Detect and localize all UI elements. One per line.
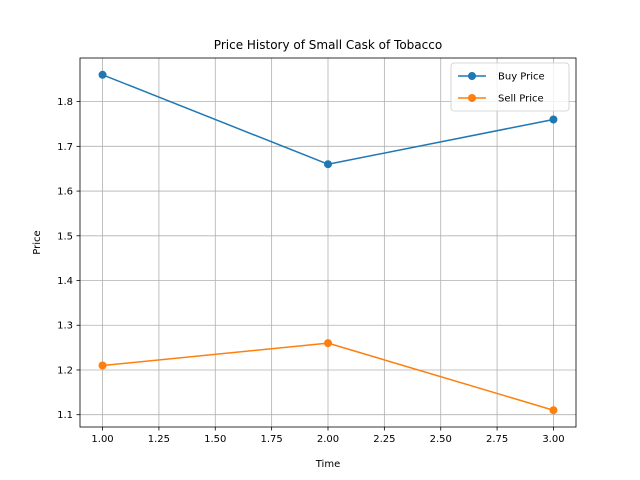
x-tick-label: 1.25 (148, 434, 170, 445)
buy-price-point (549, 115, 558, 124)
y-tick-label: 1.7 (57, 142, 73, 153)
sell-price-series (98, 339, 558, 415)
legend: Buy Price Sell Price (450, 62, 570, 112)
axis-ticks: 1.00 1.25 1.50 1.75 2.00 2.25 2.50 2.75 3.00 1.1 1… (57, 97, 564, 445)
y-tick-label: 1.3 (57, 321, 73, 332)
x-tick-label: 2.50 (430, 434, 452, 445)
legend-label: Buy Price (498, 72, 545, 83)
legend-label: Sell Price (498, 94, 544, 105)
y-axis-label: Price (32, 230, 43, 254)
y-tick-label: 1.5 (57, 231, 73, 242)
x-tick-label: 1.75 (261, 434, 283, 445)
sell-price-point (324, 339, 332, 348)
data-series (98, 70, 558, 415)
legend-marker-swatch (468, 72, 476, 80)
y-tick-label: 1.6 (57, 187, 73, 198)
sell-price-point (98, 361, 107, 370)
sell-price-point (549, 406, 558, 415)
buy-price-series (98, 70, 558, 169)
x-axis-label: Time (315, 459, 340, 470)
legend-item-sell-price: Sell Price (458, 94, 544, 105)
x-tick-label: 2.75 (486, 434, 508, 445)
y-tick-label: 1.1 (57, 410, 73, 421)
y-tick-label: 1.4 (57, 276, 73, 287)
buy-price-point (324, 160, 332, 169)
y-tick-label: 1.2 (57, 365, 73, 376)
x-tick-label: 1.50 (204, 434, 226, 445)
buy-price-point (98, 70, 107, 79)
x-tick-label: 3.00 (542, 434, 564, 445)
y-tick-label: 1.8 (57, 97, 73, 108)
x-tick-label: 1.00 (91, 434, 113, 445)
legend-box (450, 62, 570, 112)
chart-title: Price History of Small Cask of Tobacco (214, 38, 442, 52)
legend-item-buy-price: Buy Price (458, 72, 545, 83)
x-tick-label: 2.00 (317, 434, 339, 445)
legend-marker-swatch (468, 94, 476, 102)
x-tick-label: 2.25 (373, 434, 395, 445)
